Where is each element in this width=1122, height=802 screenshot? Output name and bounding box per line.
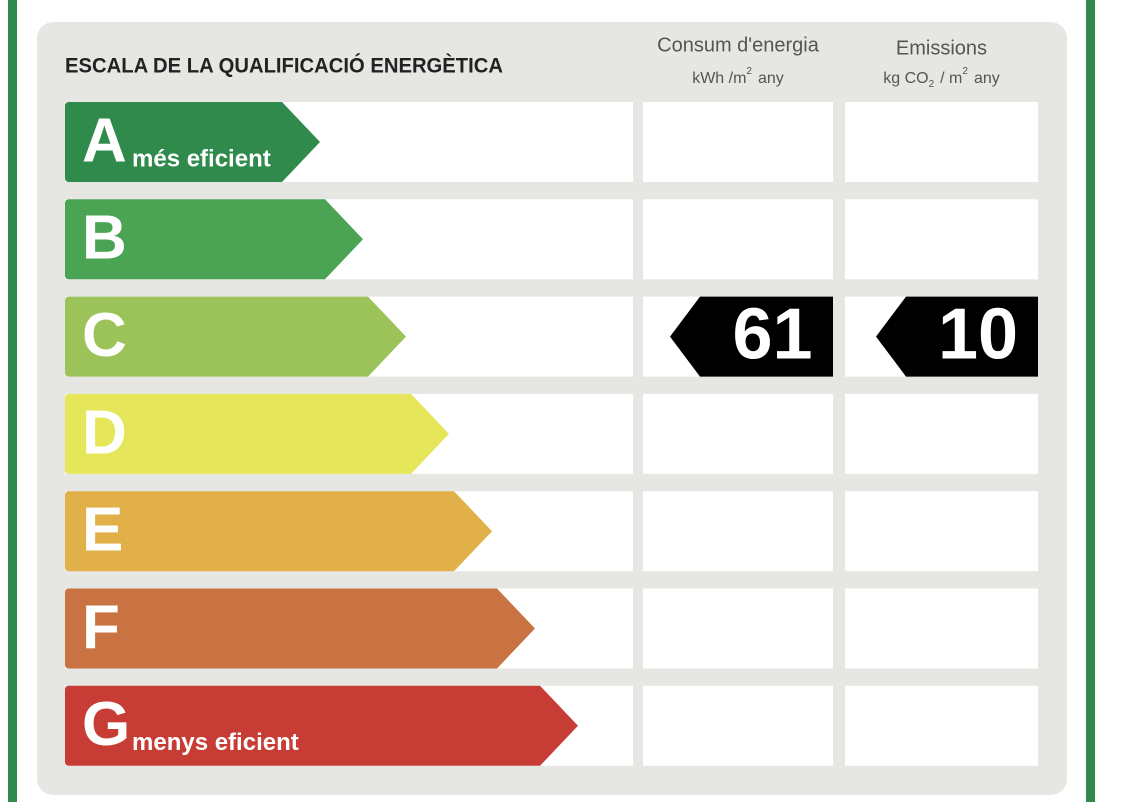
row-cell — [845, 393, 1038, 474]
row-cell — [643, 685, 833, 766]
rating-arrow — [65, 102, 320, 182]
unit-part: / m — [940, 70, 962, 87]
rating-arrow — [65, 491, 492, 572]
unit-part: 2 — [929, 79, 935, 90]
row-cell — [643, 199, 833, 280]
row-cell — [643, 588, 833, 669]
unit-part: 2 — [962, 66, 968, 77]
rating-letter: A — [82, 106, 127, 175]
border-right — [1086, 0, 1095, 802]
result-value: 10 — [938, 295, 1018, 375]
rating-label: més eficient — [132, 145, 271, 172]
row-cell — [643, 102, 833, 182]
column-title: Consum d'energia — [657, 34, 820, 56]
column-unit: kg CO2/ m2 any — [883, 66, 999, 90]
result-value: 61 — [732, 295, 812, 375]
column-unit: kWh /m2 any — [692, 66, 784, 88]
row-cell — [845, 685, 1038, 766]
column-title: Emissions — [896, 37, 987, 59]
unit-part: any — [758, 70, 784, 87]
rating-arrow — [65, 393, 449, 474]
unit-part: 2 — [746, 66, 752, 77]
title: ESCALA DE LA QUALIFICACIÓ ENERGÈTICA — [65, 54, 503, 78]
rating-label: menys eficient — [132, 729, 299, 756]
rating-letter: G — [82, 690, 130, 759]
row-cell — [845, 588, 1038, 669]
rating-letter: D — [82, 398, 127, 467]
row-cell — [643, 491, 833, 572]
rating-letter: C — [82, 301, 127, 370]
result-badge — [670, 296, 833, 377]
rating-arrow — [65, 296, 406, 377]
unit-part: any — [974, 70, 1000, 87]
rating-arrow — [65, 685, 578, 766]
rating-arrow — [65, 588, 535, 669]
rating-letter: E — [82, 496, 123, 565]
row-cell — [845, 199, 1038, 280]
row-cell — [845, 102, 1038, 182]
unit-part: kg CO — [883, 70, 928, 87]
row-cell — [643, 393, 833, 474]
unit-part: kWh /m — [692, 70, 746, 87]
row-cell — [845, 491, 1038, 572]
rating-arrow — [65, 199, 363, 280]
rating-letter: B — [82, 204, 127, 273]
border-left — [8, 0, 17, 802]
rating-letter: F — [82, 593, 120, 662]
result-badge — [876, 296, 1038, 377]
